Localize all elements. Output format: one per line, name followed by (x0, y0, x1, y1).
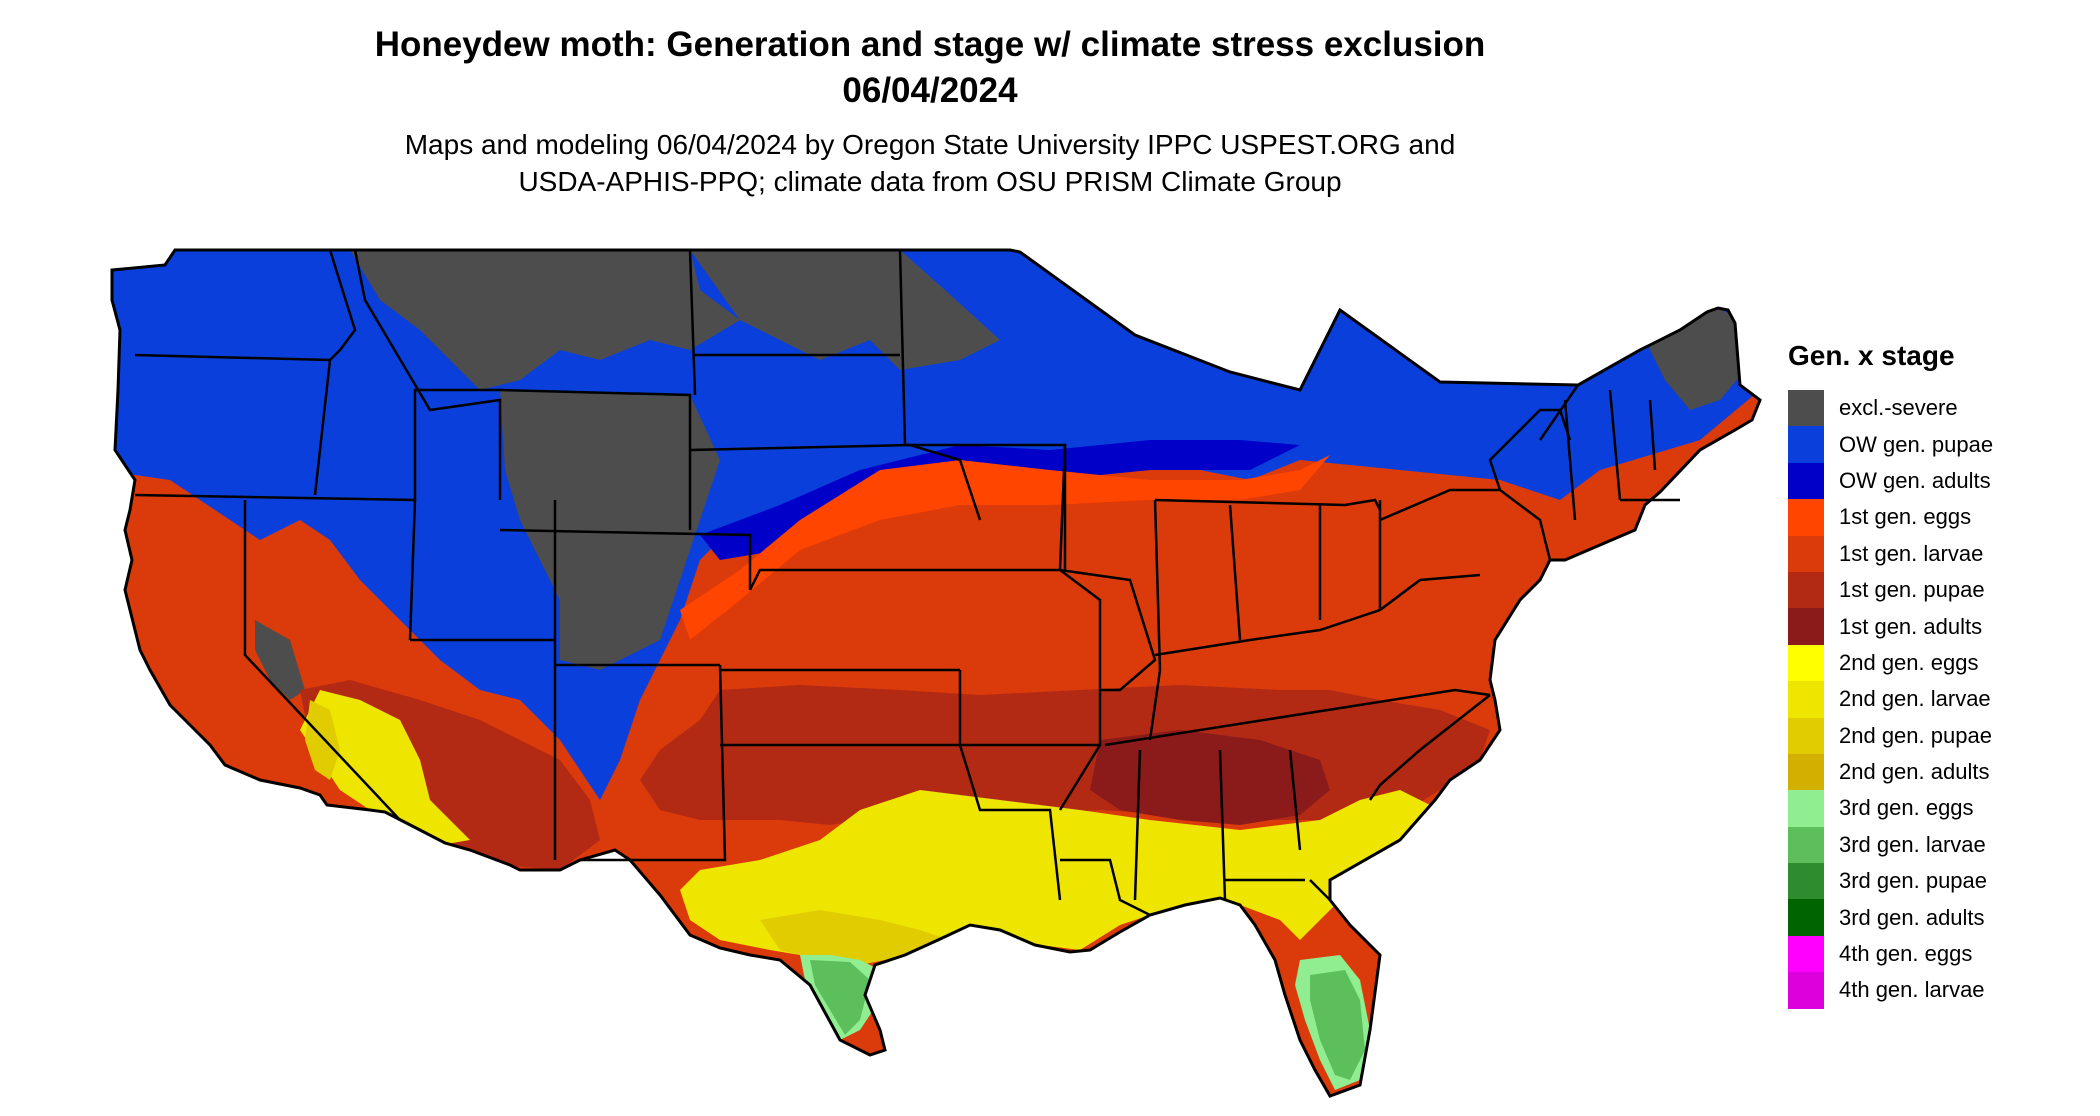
legend-item: 2nd gen. adults (1788, 753, 1993, 791)
legend-item: 3rd gen. eggs (1788, 790, 1993, 827)
zone-excl-severe-rockies (500, 390, 720, 670)
legend-item: 4th gen. eggs (1788, 935, 1993, 973)
legend-label: 1st gen. larvae (1839, 540, 1984, 566)
legend-label: 4th gen. eggs (1839, 941, 1973, 967)
legend-swatch (1788, 681, 1824, 718)
legend-item: 2nd gen. pupae (1788, 717, 1993, 754)
legend-label: 2nd gen. larvae (1839, 686, 1991, 712)
legend-item: 3rd gen. larvae (1788, 826, 1993, 864)
zone-ow-gen-adults (700, 440, 1300, 560)
legend-label: OW gen. adults (1839, 467, 1991, 493)
legend-label: 3rd gen. pupae (1839, 868, 1988, 894)
legend-item: 4th gen. larvae (1788, 972, 1993, 1009)
legend-swatch (1788, 717, 1824, 754)
title-line-1: Honeydew moth: Generation and stage w/ c… (374, 25, 1486, 64)
legend-swatch (1788, 972, 1824, 1009)
legend-title: Gen. x stage (1788, 340, 1955, 371)
legend-item: 1st gen. eggs (1788, 499, 1993, 536)
zone-2nd-gen-pupae-california (305, 700, 340, 780)
legend-item: 2nd gen. eggs (1788, 644, 1993, 682)
legend-label: 1st gen. eggs (1839, 504, 1972, 530)
us-outline (110, 248, 1762, 1098)
legend-swatch (1788, 863, 1824, 900)
legend-item: 3rd gen. pupae (1788, 863, 1993, 900)
legend-label: 3rd gen. eggs (1839, 795, 1974, 821)
legend-swatch (1788, 499, 1824, 536)
zone-3rd-gen-larvae-texas (810, 960, 870, 1035)
legend-label: 4th gen. larvae (1839, 977, 1985, 1003)
zone-excl-severe-northwest (350, 250, 740, 390)
zone-excl-severe-plains (690, 250, 1000, 370)
legend-swatch (1788, 899, 1824, 936)
zone-1st-gen-eggs (680, 455, 1330, 640)
legend-swatch (1788, 935, 1824, 973)
title-line-2: 06/04/2024 (842, 71, 1018, 110)
legend-label: 3rd gen. adults (1839, 904, 1985, 930)
legend-item: 2nd gen. larvae (1788, 681, 1993, 718)
legend-item: OW gen. adults (1788, 462, 1993, 500)
zone-excl-severe-great-basin (255, 620, 305, 700)
map-title: Honeydew moth: Generation and stage w/ c… (0, 22, 1860, 114)
subtitle-line-1: Maps and modeling 06/04/2024 by Oregon S… (404, 129, 1456, 160)
zone-1st-gen-adults (1090, 730, 1330, 825)
legend-item: 1st gen. pupae (1788, 571, 1993, 609)
state-borders (134, 249, 1680, 917)
legend-swatch (1788, 790, 1824, 827)
legend-item: OW gen. pupae (1788, 426, 1994, 463)
zone-2nd-gen-larvae-gulf (680, 790, 1440, 960)
legend-swatch (1788, 644, 1824, 682)
legend-item: 1st gen. adults (1788, 608, 1993, 645)
legend: Gen. x stage excl.-severe OW gen. pupae … (1788, 340, 1993, 1009)
legend-label: excl.-severe (1839, 395, 1958, 421)
legend-item: 3rd gen. adults (1788, 899, 1993, 936)
legend-label: 2nd gen. eggs (1839, 649, 1979, 675)
legend-swatch (1788, 426, 1824, 463)
legend-swatch (1788, 390, 1824, 427)
legend-label: 2nd gen. adults (1839, 759, 1990, 785)
zone-2nd-gen-pupae-texas (760, 910, 950, 965)
legend-swatch (1788, 571, 1824, 609)
legend-swatch (1788, 753, 1824, 791)
stage-zones (112, 250, 1760, 1096)
legend-item: 1st gen. larvae (1788, 535, 1993, 572)
legend-label: 3rd gen. larvae (1839, 831, 1986, 857)
zone-2nd-gen-larvae-arizona (300, 690, 470, 845)
legend-swatch (1788, 462, 1824, 500)
legend-swatch (1788, 608, 1824, 645)
legend-label: 2nd gen. pupae (1839, 722, 1992, 748)
subtitle-line-2: USDA-APHIS-PPQ; climate data from OSU PR… (518, 166, 1342, 197)
zone-3rd-gen-larvae-florida (1310, 970, 1365, 1080)
map-subtitle: Maps and modeling 06/04/2024 by Oregon S… (0, 126, 1860, 200)
legend-swatch (1788, 535, 1824, 572)
legend-list: excl.-severe OW gen. pupae OW gen. adult… (1788, 390, 1993, 1009)
legend-item: excl.-severe (1788, 390, 1993, 427)
legend-label: 1st gen. pupae (1839, 577, 1985, 603)
legend-label: OW gen. pupae (1839, 431, 1994, 457)
legend-swatch (1788, 826, 1824, 864)
legend-label: 1st gen. adults (1839, 613, 1983, 639)
